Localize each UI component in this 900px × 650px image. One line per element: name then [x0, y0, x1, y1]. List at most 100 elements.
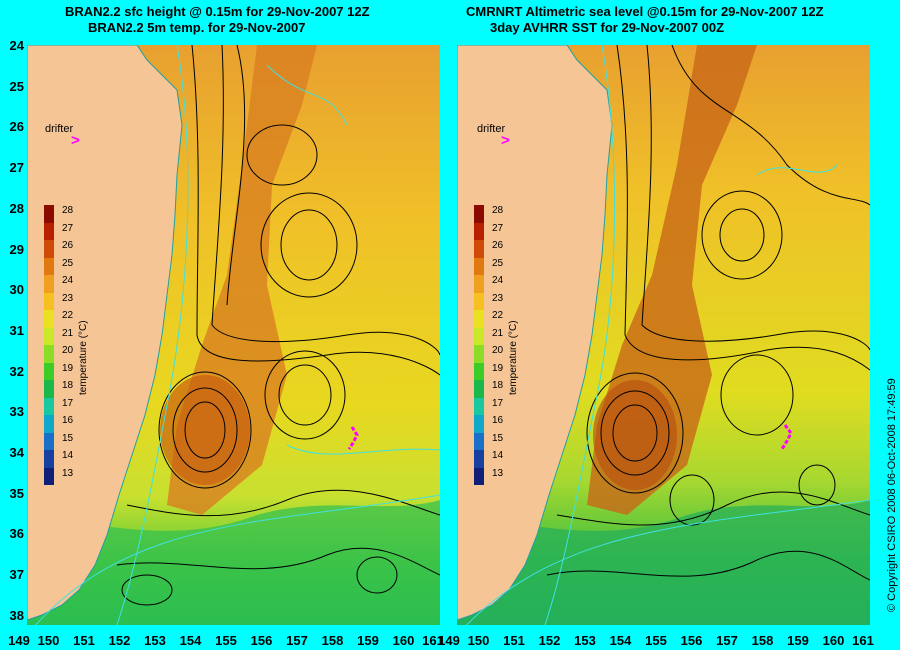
y-axis-label: 32	[9, 363, 24, 379]
colorbar-swatch	[474, 450, 484, 468]
colorbar-tick-label: 25	[62, 257, 74, 269]
drifter-track-right	[780, 424, 793, 450]
colorbar-swatch	[44, 275, 54, 293]
colorbar-swatch	[474, 257, 484, 275]
y-axis-label: 33	[9, 404, 24, 420]
left-title-line1: BRAN2.2 sfc height @ 0.15m for 29-Nov-20…	[65, 4, 370, 19]
y-axis-label: 28	[9, 200, 24, 216]
x-axis-label: 159	[787, 633, 809, 648]
x-axis-label: 155	[215, 633, 237, 648]
colorbar-tick-label: 21	[62, 327, 74, 339]
y-axis-label: 27	[9, 160, 24, 176]
temperature-contours	[465, 45, 870, 625]
colorbar-swatch	[474, 240, 484, 258]
colorbar-tick-label: 19	[62, 362, 74, 374]
colorbar-tick-label: 20	[62, 345, 74, 356]
colorbar-tick-label: 23	[62, 292, 74, 304]
warm-eddy	[593, 380, 677, 490]
colorbar-swatch	[44, 362, 54, 380]
colorbar-swatch	[44, 205, 54, 223]
y-axis-label: 37	[9, 567, 24, 583]
y-axis-label: 38	[9, 607, 24, 623]
x-axis-label: 152	[108, 633, 131, 648]
colorbar-swatch	[44, 432, 54, 450]
x-axis-label: 149	[8, 633, 30, 648]
x-axis-label: 158	[321, 633, 344, 648]
left-title-line2: BRAN2.2 5m temp. for 29-Nov-2007	[88, 20, 306, 35]
colorbar-swatch	[474, 292, 484, 310]
y-axis-label: 26	[9, 119, 24, 135]
x-axis-label: 161	[422, 633, 444, 648]
colorbar-swatch	[474, 310, 484, 328]
x-axis-label: 149	[438, 633, 460, 648]
right-map-panel: >	[457, 45, 870, 625]
colorbar-tick-label: 17	[62, 397, 74, 409]
y-axis-label: 30	[9, 282, 24, 298]
temperature-contours	[35, 45, 440, 625]
colorbar-swatch	[474, 380, 484, 398]
colorbar-swatch	[44, 345, 54, 363]
colorbar-swatch	[474, 415, 484, 433]
colorbar-swatch	[44, 310, 54, 328]
drifter-label-right: drifter	[477, 123, 506, 135]
sea-height-contours	[546, 45, 870, 581]
x-axis-label: 155	[645, 633, 667, 648]
right-title-line2: 3day AVHRR SST for 29-Nov-2007 00Z	[490, 20, 725, 35]
colorbar-swatch	[44, 292, 54, 310]
colorbar-tick-label: 23	[492, 292, 504, 304]
x-axis-label: 153	[574, 633, 596, 648]
colorbar-tick-label: 22	[62, 310, 74, 321]
colorbar-tick-label: 13	[62, 467, 74, 479]
sea-height-contours	[116, 45, 440, 606]
colorbar-swatch	[474, 467, 484, 485]
colorbar-swatch	[474, 222, 484, 240]
y-axis-label: 31	[9, 322, 24, 338]
colorbar-swatch	[474, 327, 484, 345]
cool-water-region	[27, 500, 440, 625]
drifter-label-left: drifter	[45, 123, 74, 135]
colorbar-tick-label: 24	[62, 275, 74, 286]
australian-coastline	[27, 45, 183, 621]
copyright-text: © Copyright CSIRO 2008 06-Oct-2008 17:49…	[886, 378, 898, 612]
right-title-line1: CMRNRT Altimetric sea level @0.15m for 2…	[466, 4, 824, 19]
x-axis-label: 160	[822, 633, 845, 648]
x-axis-label: 157	[286, 633, 308, 648]
y-axis-label: 29	[9, 241, 24, 257]
colorbar-tick-label: 18	[62, 380, 74, 391]
y-axis-label: 36	[9, 526, 24, 542]
x-axis-label: 152	[538, 633, 561, 648]
x-axis-label: 156	[680, 633, 703, 648]
colorbar-tick-label: 20	[492, 345, 504, 356]
colorbar-swatch	[474, 362, 484, 380]
drifter-marker-right: >	[501, 132, 510, 149]
warm-eddy	[160, 375, 250, 485]
colorbar-swatch	[474, 432, 484, 450]
colorbar-tick-label: 16	[62, 415, 74, 426]
colorbar-tick-label: 16	[492, 415, 504, 426]
colorbar-tick-label: 19	[492, 362, 504, 374]
y-axis-label: 34	[9, 445, 24, 460]
colorbar-tick-label: 15	[62, 432, 74, 444]
x-axis-label: 154	[179, 633, 202, 648]
x-axis-label: 150	[37, 633, 60, 648]
colorbar-swatch	[44, 327, 54, 345]
x-axis-label: 161	[852, 633, 874, 648]
colorbar-swatch	[44, 222, 54, 240]
colorbar-swatch	[44, 240, 54, 258]
colorbar-tick-label: 17	[492, 397, 504, 409]
y-axis-label: 25	[9, 78, 24, 94]
x-axis-label: 154	[609, 633, 632, 648]
colorbar-swatch	[44, 380, 54, 398]
colorbar-swatch	[44, 415, 54, 433]
colorbar-tick-label: 24	[492, 275, 504, 286]
colorbar-tick-label: 28	[492, 205, 504, 216]
colorbar-swatch	[474, 345, 484, 363]
colorbar-tick-label: 18	[492, 380, 504, 391]
x-axis-label: 153	[144, 633, 166, 648]
colorbar-tick-label: 15	[492, 432, 504, 444]
x-axis-label: 151	[503, 633, 525, 648]
x-axis-label: 158	[751, 633, 774, 648]
colorbar-title: temperature (°C)	[508, 320, 519, 395]
x-axis-label: 150	[467, 633, 490, 648]
colorbar-swatch	[474, 275, 484, 293]
